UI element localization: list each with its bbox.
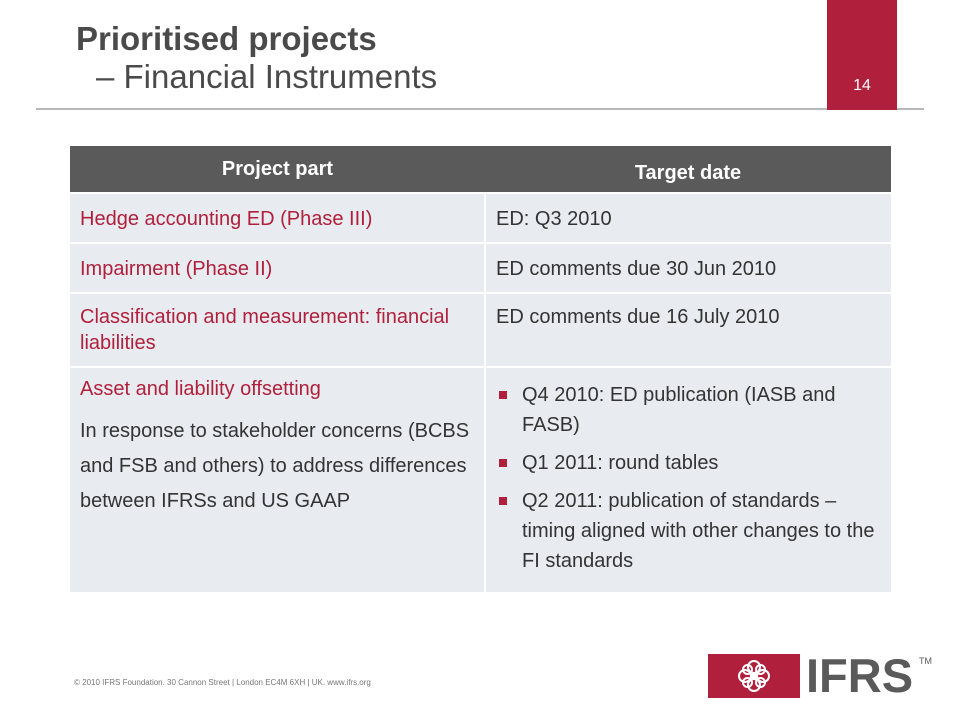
project-part-cell: Impairment (Phase II) — [70, 242, 485, 293]
project-part-cell: Classification and measurement: financia… — [70, 292, 485, 367]
ifrs-flower-icon — [738, 660, 770, 692]
target-date-list: Q4 2010: ED publication (IASB and FASB) … — [496, 380, 883, 576]
footer-copyright: © 2010 IFRS Foundation. 30 Cannon Street… — [74, 678, 371, 687]
project-part-cell: Hedge accounting ED (Phase III) — [70, 192, 485, 243]
project-part-title: Asset and liability offsetting — [80, 378, 321, 400]
target-date-cell: ED: Q3 2010 — [484, 192, 891, 243]
slide-title: Prioritised projects – Financial Instrum… — [76, 20, 437, 96]
square-bullet-icon — [499, 497, 507, 505]
projects-table: Project part Target date Hedge accountin… — [70, 146, 891, 592]
list-item-text: Q2 2011: publication of standards – timi… — [522, 490, 875, 572]
project-part-cell: Asset and liability offsetting In respon… — [70, 366, 485, 592]
target-date-cell: ED comments due 30 Jun 2010 — [484, 242, 891, 293]
target-date-cell: ED comments due 16 July 2010 — [484, 292, 891, 367]
page-number-tab: 14 — [827, 0, 897, 110]
table-row: Hedge accounting ED (Phase III) ED: Q3 2… — [70, 192, 891, 243]
table-row: Asset and liability offsetting In respon… — [70, 366, 891, 592]
column-header-project-part: Project part — [70, 146, 485, 193]
ifrs-logo: IFRS TM — [708, 649, 932, 702]
title-line-2: – Financial Instruments — [96, 58, 438, 95]
list-item-text: Q1 2011: round tables — [522, 452, 719, 474]
target-date-cell: Q4 2010: ED publication (IASB and FASB) … — [484, 366, 891, 592]
logo-trademark: TM — [919, 656, 932, 666]
list-item: Q1 2011: round tables — [496, 448, 883, 478]
square-bullet-icon — [499, 391, 507, 399]
page-number: 14 — [853, 77, 871, 94]
list-item: Q2 2011: publication of standards – timi… — [496, 486, 883, 576]
column-header-target-date: Target date — [485, 146, 891, 193]
table-header-row: Project part Target date — [70, 146, 891, 193]
square-bullet-icon — [499, 459, 507, 467]
table-row: Classification and measurement: financia… — [70, 292, 891, 367]
project-part-description: In response to stakeholder concerns (BCB… — [80, 420, 470, 512]
list-item-text: Q4 2010: ED publication (IASB and FASB) — [522, 384, 836, 436]
logo-red-box — [708, 654, 800, 698]
table-row: Impairment (Phase II) ED comments due 30… — [70, 242, 891, 293]
title-divider — [36, 108, 924, 110]
list-item: Q4 2010: ED publication (IASB and FASB) — [496, 380, 883, 440]
title-line-1: Prioritised projects — [76, 20, 377, 57]
logo-wordmark: IFRS — [806, 649, 914, 702]
